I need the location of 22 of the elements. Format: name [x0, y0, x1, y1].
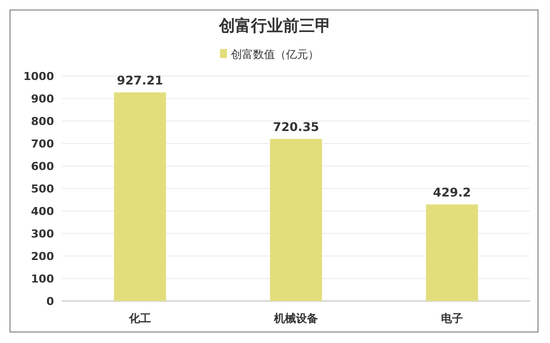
bar [426, 204, 478, 301]
bar [270, 138, 322, 301]
data-label: 429.2 [433, 185, 471, 200]
y-tick-label: 400 [31, 205, 54, 218]
y-tick-label: 200 [31, 250, 54, 263]
y-tick-label: 900 [31, 92, 54, 106]
y-tick-label: 1000 [23, 70, 54, 83]
x-tick-label: 电子 [441, 312, 463, 325]
x-tick-label: 化工 [128, 312, 151, 325]
bar [114, 92, 166, 301]
y-tick-label: 500 [31, 182, 54, 196]
y-tick-label: 100 [31, 272, 54, 286]
legend-label: 创富数值（亿元） [231, 48, 319, 61]
y-tick-label: 600 [31, 160, 54, 173]
chart-title: 创富行业前三甲 [218, 16, 331, 35]
y-tick-label: 0 [46, 295, 54, 308]
y-tick-label: 700 [31, 138, 54, 150]
y-tick-label: 800 [31, 115, 54, 128]
data-label: 927.21 [116, 73, 164, 88]
x-tick-label: 机械设备 [273, 312, 318, 325]
data-label: 720.35 [272, 120, 320, 134]
y-tick-label: 300 [31, 228, 54, 240]
